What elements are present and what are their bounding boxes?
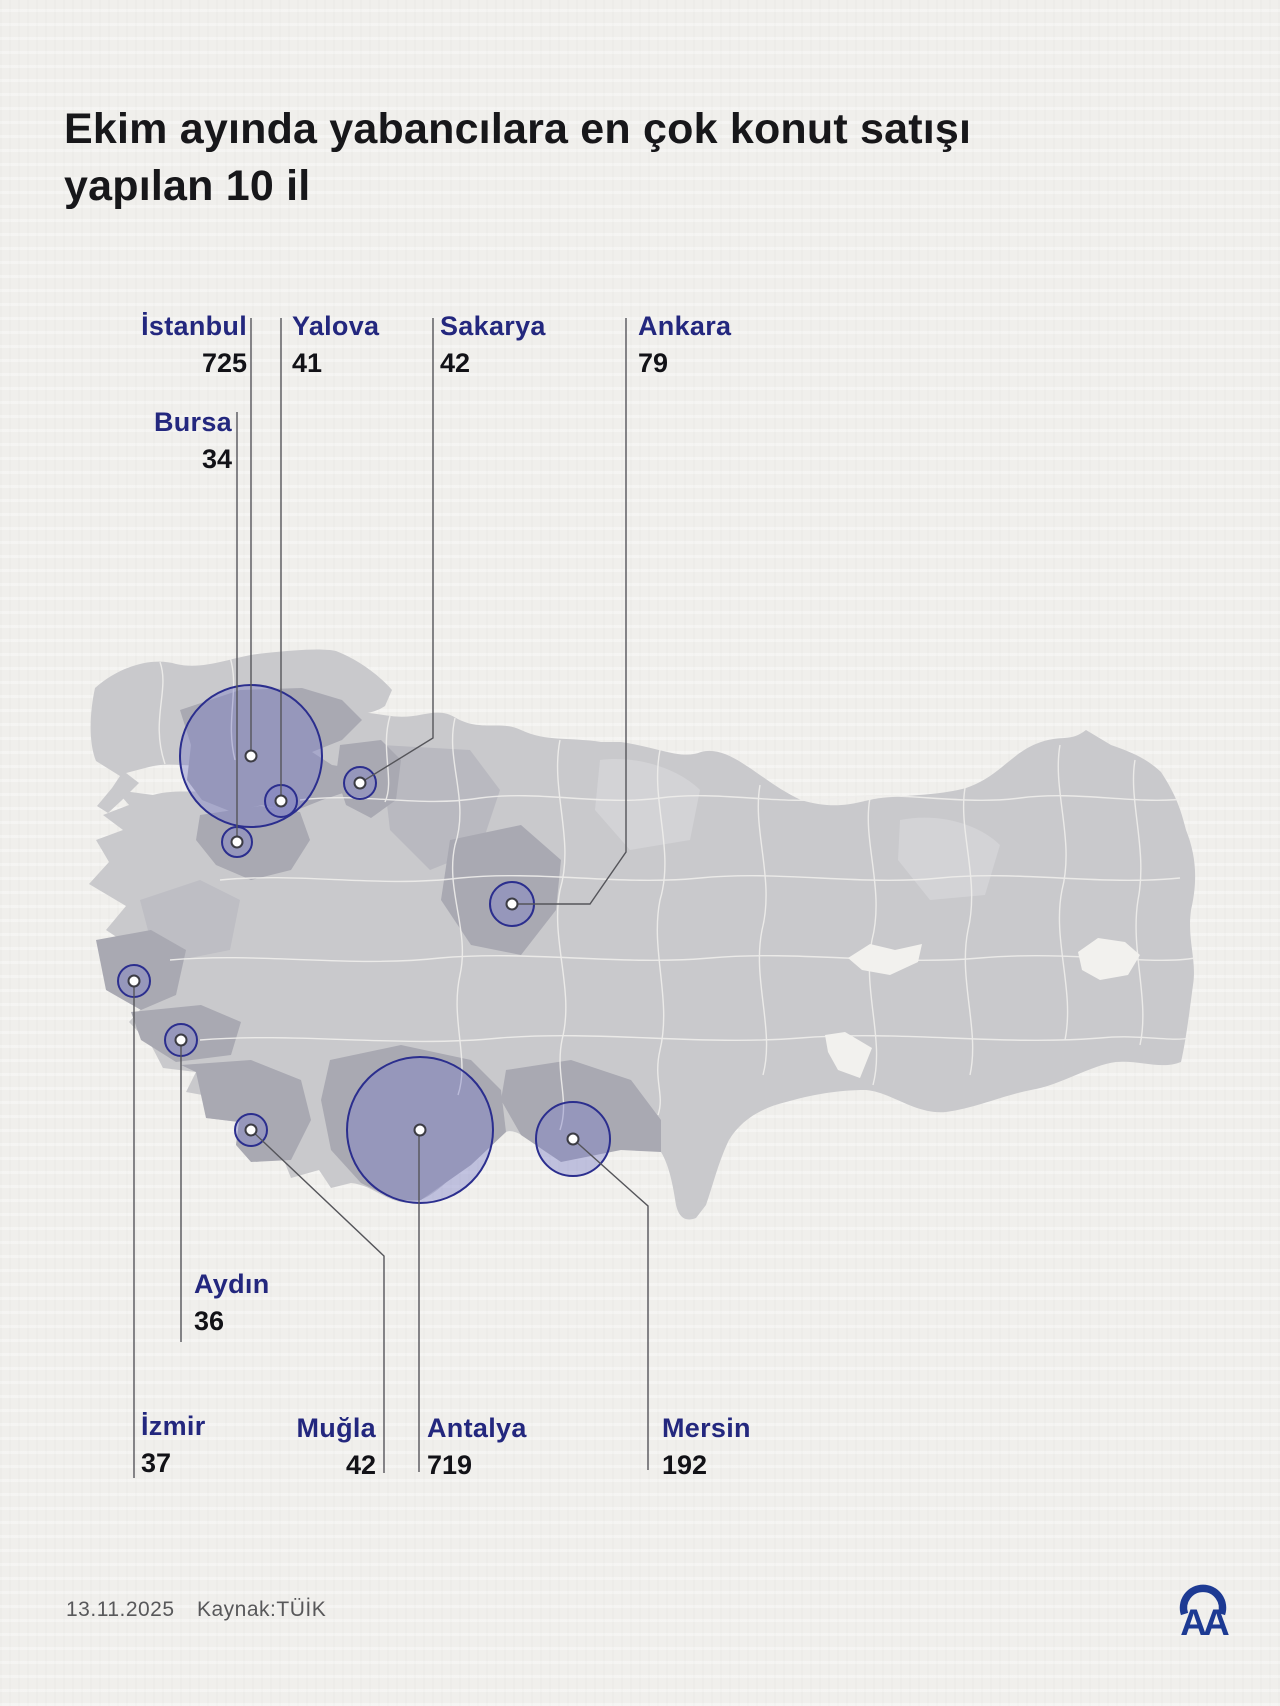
city-value-yalova: 41 [292,348,323,378]
city-value-istanbul: 725 [201,348,247,378]
aa-logo-arc [1179,1584,1227,1616]
province-antalya [321,1045,506,1200]
city-name-bursa: Bursa [153,407,232,437]
leader-sakarya [359,318,434,784]
city-dots [127,749,580,1146]
footer-date: 13.11.2025 [66,1598,175,1621]
province-ankara [441,825,561,955]
leader-ankara [512,318,627,905]
leader-lines [133,318,649,1478]
city-name-ankara: Ankara [638,311,732,341]
city-label-mersin: Mersin 192 [662,1415,751,1479]
province-mersin [501,1060,661,1162]
city-label-aydin: Aydın 36 [194,1271,270,1335]
dot-aydin [174,1033,188,1047]
dot-mugla [244,1123,258,1137]
city-value-ankara: 79 [638,348,669,378]
dot-antalya [413,1123,427,1137]
lakes [825,938,1140,1078]
dot-sakarya [353,776,367,790]
city-value-aydin: 36 [194,1306,225,1336]
city-label-mugla: Muğla 42 [297,1415,377,1479]
dot-istanbul [244,749,258,763]
dot-yalova [274,794,288,808]
province-aydin [131,1005,241,1062]
city-value-antalya: 719 [427,1450,473,1480]
city-label-izmir: İzmir 37 [141,1413,206,1477]
dot-bursa [230,835,244,849]
city-name-mersin: Mersin [662,1413,751,1443]
city-name-izmir: İzmir [141,1411,206,1441]
city-label-sakarya: Sakarya 42 [440,313,546,377]
lake-tuz [848,944,922,975]
lake-egirdir [825,1032,872,1078]
city-value-mugla: 42 [345,1450,376,1480]
province-bursa [196,806,310,880]
city-value-mersin: 192 [662,1450,708,1480]
city-label-yalova: Yalova 41 [292,313,379,377]
page-title: Ekim ayında yabancılara en çok konut sat… [64,104,972,210]
city-name-antalya: Antalya [427,1413,527,1443]
city-name-aydin: Aydın [194,1269,270,1299]
lake-van [1078,938,1140,980]
footer-source: Kaynak:TÜİK [197,1598,327,1621]
province-borders [158,656,1196,1131]
city-value-bursa: 34 [201,444,232,474]
province-istanbul [180,688,362,812]
leader-mersin [572,1138,649,1470]
city-value-sakarya: 42 [440,348,471,378]
leader-mugla [250,1129,385,1473]
city-label-antalya: Antalya 719 [427,1415,527,1479]
city-name-mugla: Muğla [296,1413,376,1443]
city-name-yalova: Yalova [292,311,380,341]
aa-logo-letters: AA [1180,1602,1229,1643]
dot-mersin [566,1132,580,1146]
province-izmir [96,930,186,1010]
city-label-bursa: Bursa 34 [154,409,232,473]
dot-izmir [127,974,141,988]
city-value-izmir: 37 [141,1448,172,1478]
city-label-ankara: Ankara 79 [638,313,731,377]
city-name-sakarya: Sakarya [440,311,546,341]
city-label-istanbul: İstanbul 725 [141,313,247,377]
aa-logo: AA [1179,1584,1233,1643]
province-mugla [181,1060,311,1162]
dot-ankara [505,897,519,911]
city-name-istanbul: İstanbul [141,311,247,341]
